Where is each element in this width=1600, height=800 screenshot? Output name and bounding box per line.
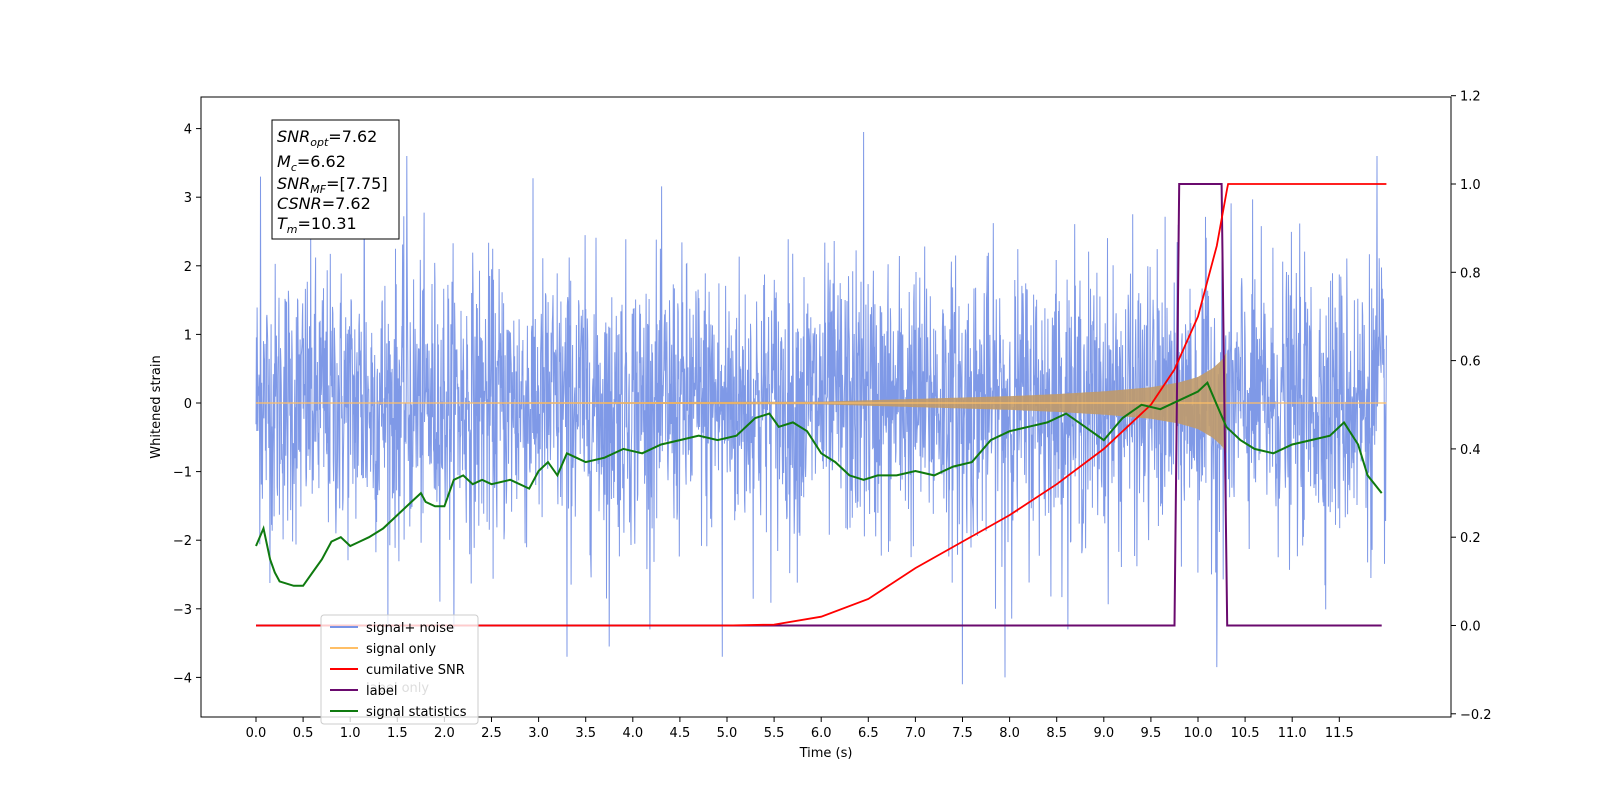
annotation-csnr-value: =7.62 [322, 194, 371, 213]
legend-label: label [366, 684, 397, 699]
x-tick-label: 3.0 [528, 726, 549, 741]
annotation-tm: Tm=10.31 [277, 214, 357, 236]
annotation-snr-opt-sub: opt [310, 136, 329, 149]
x-axis-label: Time (s) [799, 746, 853, 761]
y-axis-ticks: 4 3 2 1 0 −1 −2 −3 −4 [173, 123, 201, 686]
x-tick-label: 7.0 [905, 726, 926, 741]
signal-statistics-series [255, 380, 1383, 587]
legend-frame [320, 614, 479, 725]
x-tick-label: 5.5 [764, 726, 785, 741]
y-tick-label: −3 [173, 603, 192, 618]
y2-tick-label: 1.2 [1460, 90, 1481, 105]
annotation-box: SNRopt=7.62 Mc=6.62 SNRMF=[7.75] CSNR=7.… [271, 119, 400, 240]
x-tick-label: 2.0 [434, 726, 455, 741]
annotation-mc-sub: c [291, 161, 297, 174]
annotation-snr-mf-base: SNR [277, 174, 310, 193]
cumulative-snr-line [256, 183, 1387, 627]
y-axis-label: Whitened strain [149, 355, 164, 458]
label-line [256, 183, 1382, 627]
x-tick-label: 10.0 [1184, 726, 1213, 741]
y-tick-label: −4 [173, 671, 192, 686]
x-tick-label: 4.0 [622, 726, 643, 741]
y2-tick-label: 0.6 [1460, 355, 1481, 370]
y-tick-label: −1 [173, 466, 192, 481]
legend-label: signal only [366, 642, 436, 657]
x-tick-label: 9.5 [1141, 726, 1162, 741]
y2-tick-label: 0.0 [1460, 620, 1481, 635]
x-tick-label: 11.0 [1278, 726, 1307, 741]
annotation-csnr-base: CSNR [277, 194, 322, 213]
y2-axis-ticks: 1.2 1.0 0.8 0.6 0.4 0.2 0.0 −0.2 [1451, 90, 1492, 723]
label-series [256, 183, 1382, 627]
x-tick-label: 1.5 [387, 726, 408, 741]
annotation-snr-opt: SNRopt=7.62 [277, 127, 377, 149]
y2-tick-label: 1.0 [1460, 178, 1481, 193]
x-tick-label: 10.5 [1231, 726, 1260, 741]
annotation-snr-mf-sub: MF [310, 183, 326, 196]
signal-plus-noise-series [255, 131, 1387, 685]
annotation-tm-sub: m [287, 223, 298, 236]
annotation-mc-base: M [277, 152, 291, 171]
annotation-frame [271, 119, 400, 240]
x-tick-label: 11.5 [1325, 726, 1354, 741]
x-tick-label: 7.5 [952, 726, 973, 741]
annotation-snr-mf-value: =[7.75] [326, 174, 388, 193]
x-tick-label: 6.5 [858, 726, 879, 741]
x-tick-label: 1.0 [340, 726, 361, 741]
y2-tick-label: 0.2 [1460, 531, 1481, 546]
plot-area [255, 131, 1387, 685]
x-axis-ticks: 0.0 0.5 1.0 1.5 2.0 2.5 3.0 3.5 4.0 4.5 5.0 5.5 6.0 6… [246, 717, 1354, 741]
y-tick-label: −2 [173, 534, 192, 549]
y-tick-label: 1 [184, 328, 192, 343]
y-tick-label: 4 [184, 123, 192, 138]
x-tick-label: 3.5 [575, 726, 596, 741]
signal-statistics-line [255, 380, 1383, 587]
legend-label: signal statistics [366, 705, 467, 720]
y-tick-label: 2 [184, 260, 192, 275]
annotation-csnr: CSNR=7.62 [277, 194, 371, 213]
x-tick-label: 8.5 [1046, 726, 1067, 741]
signal-only-series [256, 353, 1387, 453]
legend-entries: signal+ noise signal only cumilative SNR la… [330, 621, 467, 720]
x-tick-label: 6.0 [811, 726, 832, 741]
x-tick-label: 4.5 [670, 726, 691, 741]
y2-tick-label: −0.2 [1460, 708, 1492, 723]
y-tick-label: 0 [184, 397, 192, 412]
x-tick-label: 9.0 [1093, 726, 1114, 741]
y-tick-label: 3 [184, 191, 192, 206]
plot-frame [200, 96, 1452, 718]
x-tick-label: 0.0 [246, 726, 267, 741]
annotation-mc: Mc=6.62 [277, 152, 346, 174]
legend-label: signal+ noise [366, 621, 454, 636]
legend: label only signal+ noise signal only cumil… [320, 614, 479, 725]
y2-tick-label: 0.8 [1460, 266, 1481, 281]
legend-label: cumilative SNR [366, 663, 465, 678]
x-tick-label: 5.0 [717, 726, 738, 741]
y2-tick-label: 0.4 [1460, 443, 1481, 458]
annotation-snr-opt-base: SNR [277, 127, 310, 146]
x-tick-label: 8.0 [999, 726, 1020, 741]
x-tick-label: 2.5 [481, 726, 502, 741]
annotation-mc-value: =6.62 [297, 152, 346, 171]
annotation-snr-opt-value: =7.62 [328, 127, 377, 146]
cumulative-snr-series [256, 183, 1387, 627]
annotation-tm-value: =10.31 [298, 214, 357, 233]
x-tick-label: 0.5 [293, 726, 314, 741]
annotation-tm-base: T [277, 214, 288, 233]
signal-plus-noise-line [255, 131, 1387, 685]
annotation-snr-mf: SNRMF=[7.75] [277, 174, 388, 196]
legend-hidden-text: label only [366, 681, 429, 696]
